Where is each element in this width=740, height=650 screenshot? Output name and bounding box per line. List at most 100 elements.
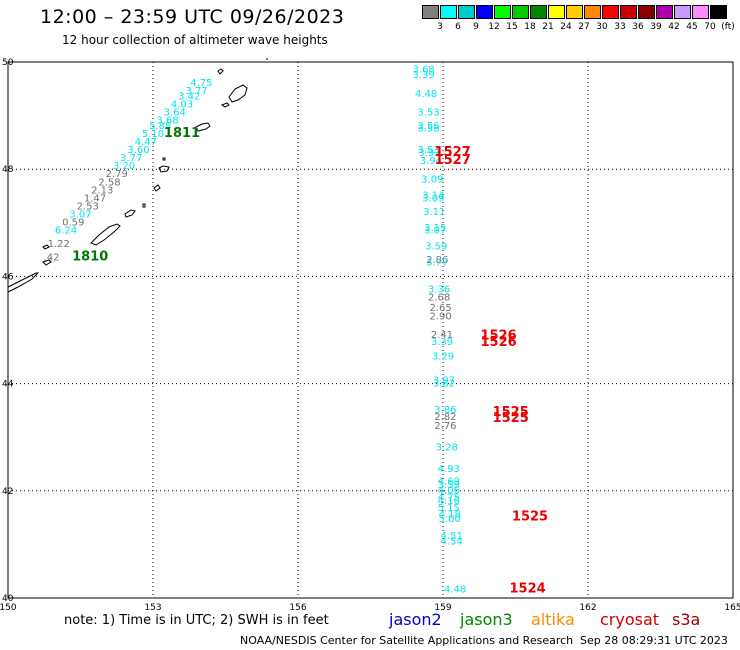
color-scale-label: 3	[437, 22, 443, 32]
pass-time: 1524	[509, 582, 545, 597]
island-kunashir	[42, 244, 50, 250]
hokkaido-coast	[7, 272, 40, 293]
swh-value: 3.11	[423, 207, 445, 218]
lon-tick-label: 156	[289, 603, 306, 613]
swh-value: 4.03	[171, 100, 193, 111]
lon-tick-label: 153	[144, 603, 161, 613]
swh-value: 3.59	[438, 480, 460, 491]
island-shiashkotan	[195, 122, 211, 132]
page-title: 12:00 – 23:59 UTC 09/26/2023	[40, 6, 345, 28]
swh-value: 3.77	[120, 153, 142, 164]
island-simushir	[158, 165, 170, 173]
map-frame	[7, 61, 734, 599]
color-swatch	[602, 5, 619, 19]
swh-value: 3.77	[185, 86, 207, 97]
swh-value: 5.15	[438, 503, 460, 514]
swh-value: 3.92	[418, 148, 440, 159]
satellite-jason2: jason2	[389, 610, 442, 629]
island-matua	[162, 157, 166, 161]
page-subtitle: 12 hour collection of altimeter wave hei…	[62, 33, 328, 47]
color-swatch	[710, 5, 727, 19]
color-swatch	[566, 5, 583, 19]
swh-value: 4.06	[438, 485, 460, 496]
swh-value: 1.22	[48, 239, 70, 250]
island-paramushir	[228, 84, 248, 103]
swh-value: 3.29	[432, 351, 454, 362]
lat-tick-label: 48	[2, 165, 14, 175]
swh-value: 3.20	[113, 161, 135, 172]
pass-time: 1811	[164, 126, 200, 141]
swh-value: .42	[44, 252, 60, 263]
color-swatch	[656, 5, 673, 19]
pass-time: 1525	[493, 405, 529, 420]
color-scale-label: 12	[488, 22, 500, 32]
color-swatch	[692, 5, 709, 19]
swh-value: 4.16	[438, 496, 460, 507]
swh-value: 1.47	[84, 193, 106, 204]
color-scale-label: 30	[596, 22, 608, 32]
color-scale-label: 27	[578, 22, 590, 32]
color-scale-label: 39	[650, 22, 662, 32]
island-shikotan	[42, 259, 52, 266]
swh-value: 3.68	[413, 65, 435, 76]
swh-value: 3.15	[424, 223, 446, 234]
satellite-jason3: jason3	[460, 610, 513, 629]
wave-height-labels: 4.753.773.424.033.643.685.885.104.473.60…	[44, 65, 467, 596]
swh-value: 3.77	[426, 258, 448, 269]
swh-value: 2.79	[106, 169, 128, 180]
swh-value: 3.68	[156, 116, 178, 127]
lon-tick-label: 165	[724, 603, 740, 613]
color-scale-label: 15	[506, 22, 518, 32]
swh-value: 2.68	[428, 293, 450, 304]
swh-value: 2.53	[77, 201, 99, 212]
swh-value: 4.75	[438, 492, 460, 503]
swh-value: 3.58	[417, 124, 439, 135]
color-scale-label: 70	[704, 22, 716, 32]
swh-value: 3.36	[428, 284, 450, 295]
color-swatch	[674, 5, 691, 19]
lat-tick-label: 42	[2, 487, 13, 497]
color-swatch	[584, 5, 601, 19]
satellite-cryosat: cryosat	[600, 610, 660, 629]
color-scale-label: 36	[632, 22, 644, 32]
lon-tick-label: 162	[579, 603, 596, 613]
swh-value: 4.18	[439, 510, 461, 521]
swh-value: 4.69	[438, 476, 460, 487]
swh-value: 2.41	[431, 330, 453, 341]
swh-value: 3.97	[433, 376, 455, 387]
swh-value: 5.00	[439, 514, 461, 525]
pass-time: 1527	[435, 145, 471, 160]
generated-timestamp: Sep 28 08:29:31 UTC 2023	[580, 634, 728, 647]
color-scale-label: 21	[542, 22, 554, 32]
graticule	[8, 62, 733, 598]
swh-value: 6.24	[55, 226, 77, 237]
swh-value: 3.56	[417, 121, 439, 132]
swh-value: 2.13	[91, 185, 113, 196]
swh-value: 3.07	[69, 209, 91, 220]
color-swatch	[548, 5, 565, 19]
swh-value: 3.07	[424, 226, 446, 237]
lat-tick-label: 40	[2, 594, 14, 604]
color-scale-label: 6	[455, 22, 461, 32]
color-swatch	[530, 5, 547, 19]
swh-value: 3.86	[434, 405, 456, 416]
footnote: note: 1) Time is in UTC; 2) SWH is in fe…	[64, 613, 329, 628]
island-ketoy	[153, 184, 161, 192]
swh-value: 4.75	[190, 78, 212, 89]
lon-tick-label: 159	[434, 603, 451, 613]
swh-value: 4.47	[135, 137, 157, 148]
color-swatch	[512, 5, 529, 19]
swh-value: 3.59	[425, 242, 447, 253]
swh-value: 4.48	[415, 89, 437, 100]
lat-tick-label: 44	[2, 380, 14, 390]
color-scale-label: 33	[614, 22, 626, 32]
credit-line: NOAA/NESDIS Center for Satellite Applica…	[240, 634, 574, 647]
swh-value: 2.65	[429, 303, 451, 314]
swh-value: 4.93	[438, 464, 460, 475]
color-scale-label: 24	[560, 22, 572, 32]
color-swatch	[476, 5, 493, 19]
island-onekotan	[220, 102, 230, 108]
swh-value: 5.10	[142, 129, 164, 140]
